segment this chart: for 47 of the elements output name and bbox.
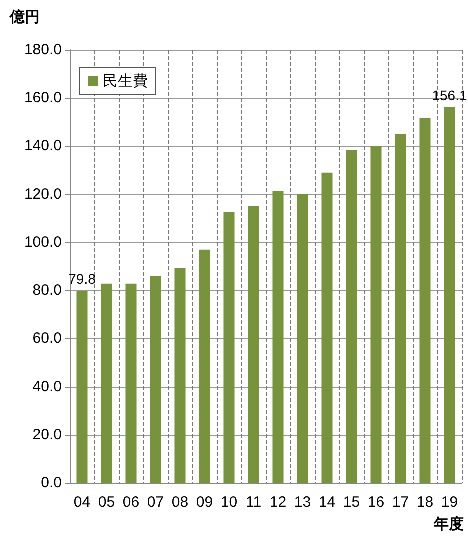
x-tick-label: 10 [220, 494, 238, 511]
x-tick-label: 15 [343, 494, 360, 511]
y-tick-label: 0.0 [41, 474, 62, 492]
x-axis-title: 年度 [433, 515, 464, 533]
bar [370, 146, 382, 483]
bar [395, 134, 406, 483]
data-label: 79.8 [68, 271, 96, 288]
bar [420, 118, 431, 483]
x-tick-label: 06 [122, 494, 140, 511]
bar [101, 284, 112, 483]
legend-label: 民生費 [103, 73, 148, 90]
x-tick-label: 14 [318, 494, 336, 511]
bar [224, 212, 235, 483]
x-tick-label: 07 [147, 494, 164, 511]
bar [174, 268, 186, 483]
y-tick-label: 20.0 [32, 426, 62, 444]
bar [346, 150, 358, 483]
x-tick-label: 12 [270, 494, 287, 511]
bar [76, 291, 88, 483]
x-tick-label: 18 [416, 494, 434, 511]
y-tick-label: 100.0 [24, 234, 62, 251]
x-tick-label: 05 [98, 494, 116, 511]
bar [248, 206, 260, 483]
y-tick-label: 140.0 [24, 138, 62, 155]
y-tick-label: 160.0 [24, 90, 62, 107]
x-tick-label: 04 [74, 494, 91, 511]
x-tick-label: 19 [441, 494, 458, 511]
x-tick-label: 09 [196, 494, 214, 511]
bar [322, 172, 333, 483]
bar [444, 107, 456, 483]
y-tick-label: 180.0 [24, 42, 62, 58]
bar [150, 276, 162, 483]
bar [297, 194, 308, 483]
bar [126, 284, 137, 483]
y-axis-title: 億円 [9, 9, 40, 26]
x-tick-label: 17 [392, 494, 410, 511]
bar [199, 250, 210, 483]
x-tick-label: 08 [172, 494, 189, 511]
y-tick-label: 60.0 [32, 330, 62, 348]
x-tick-label: 16 [368, 494, 385, 511]
y-tick-label: 80.0 [32, 282, 62, 300]
x-tick-label: 13 [294, 494, 312, 511]
data-label: 156.1 [432, 87, 468, 104]
x-tick-label: 11 [246, 494, 262, 511]
bar [272, 190, 284, 483]
y-tick-label: 120.0 [24, 186, 62, 203]
y-tick-label: 40.0 [32, 378, 62, 396]
